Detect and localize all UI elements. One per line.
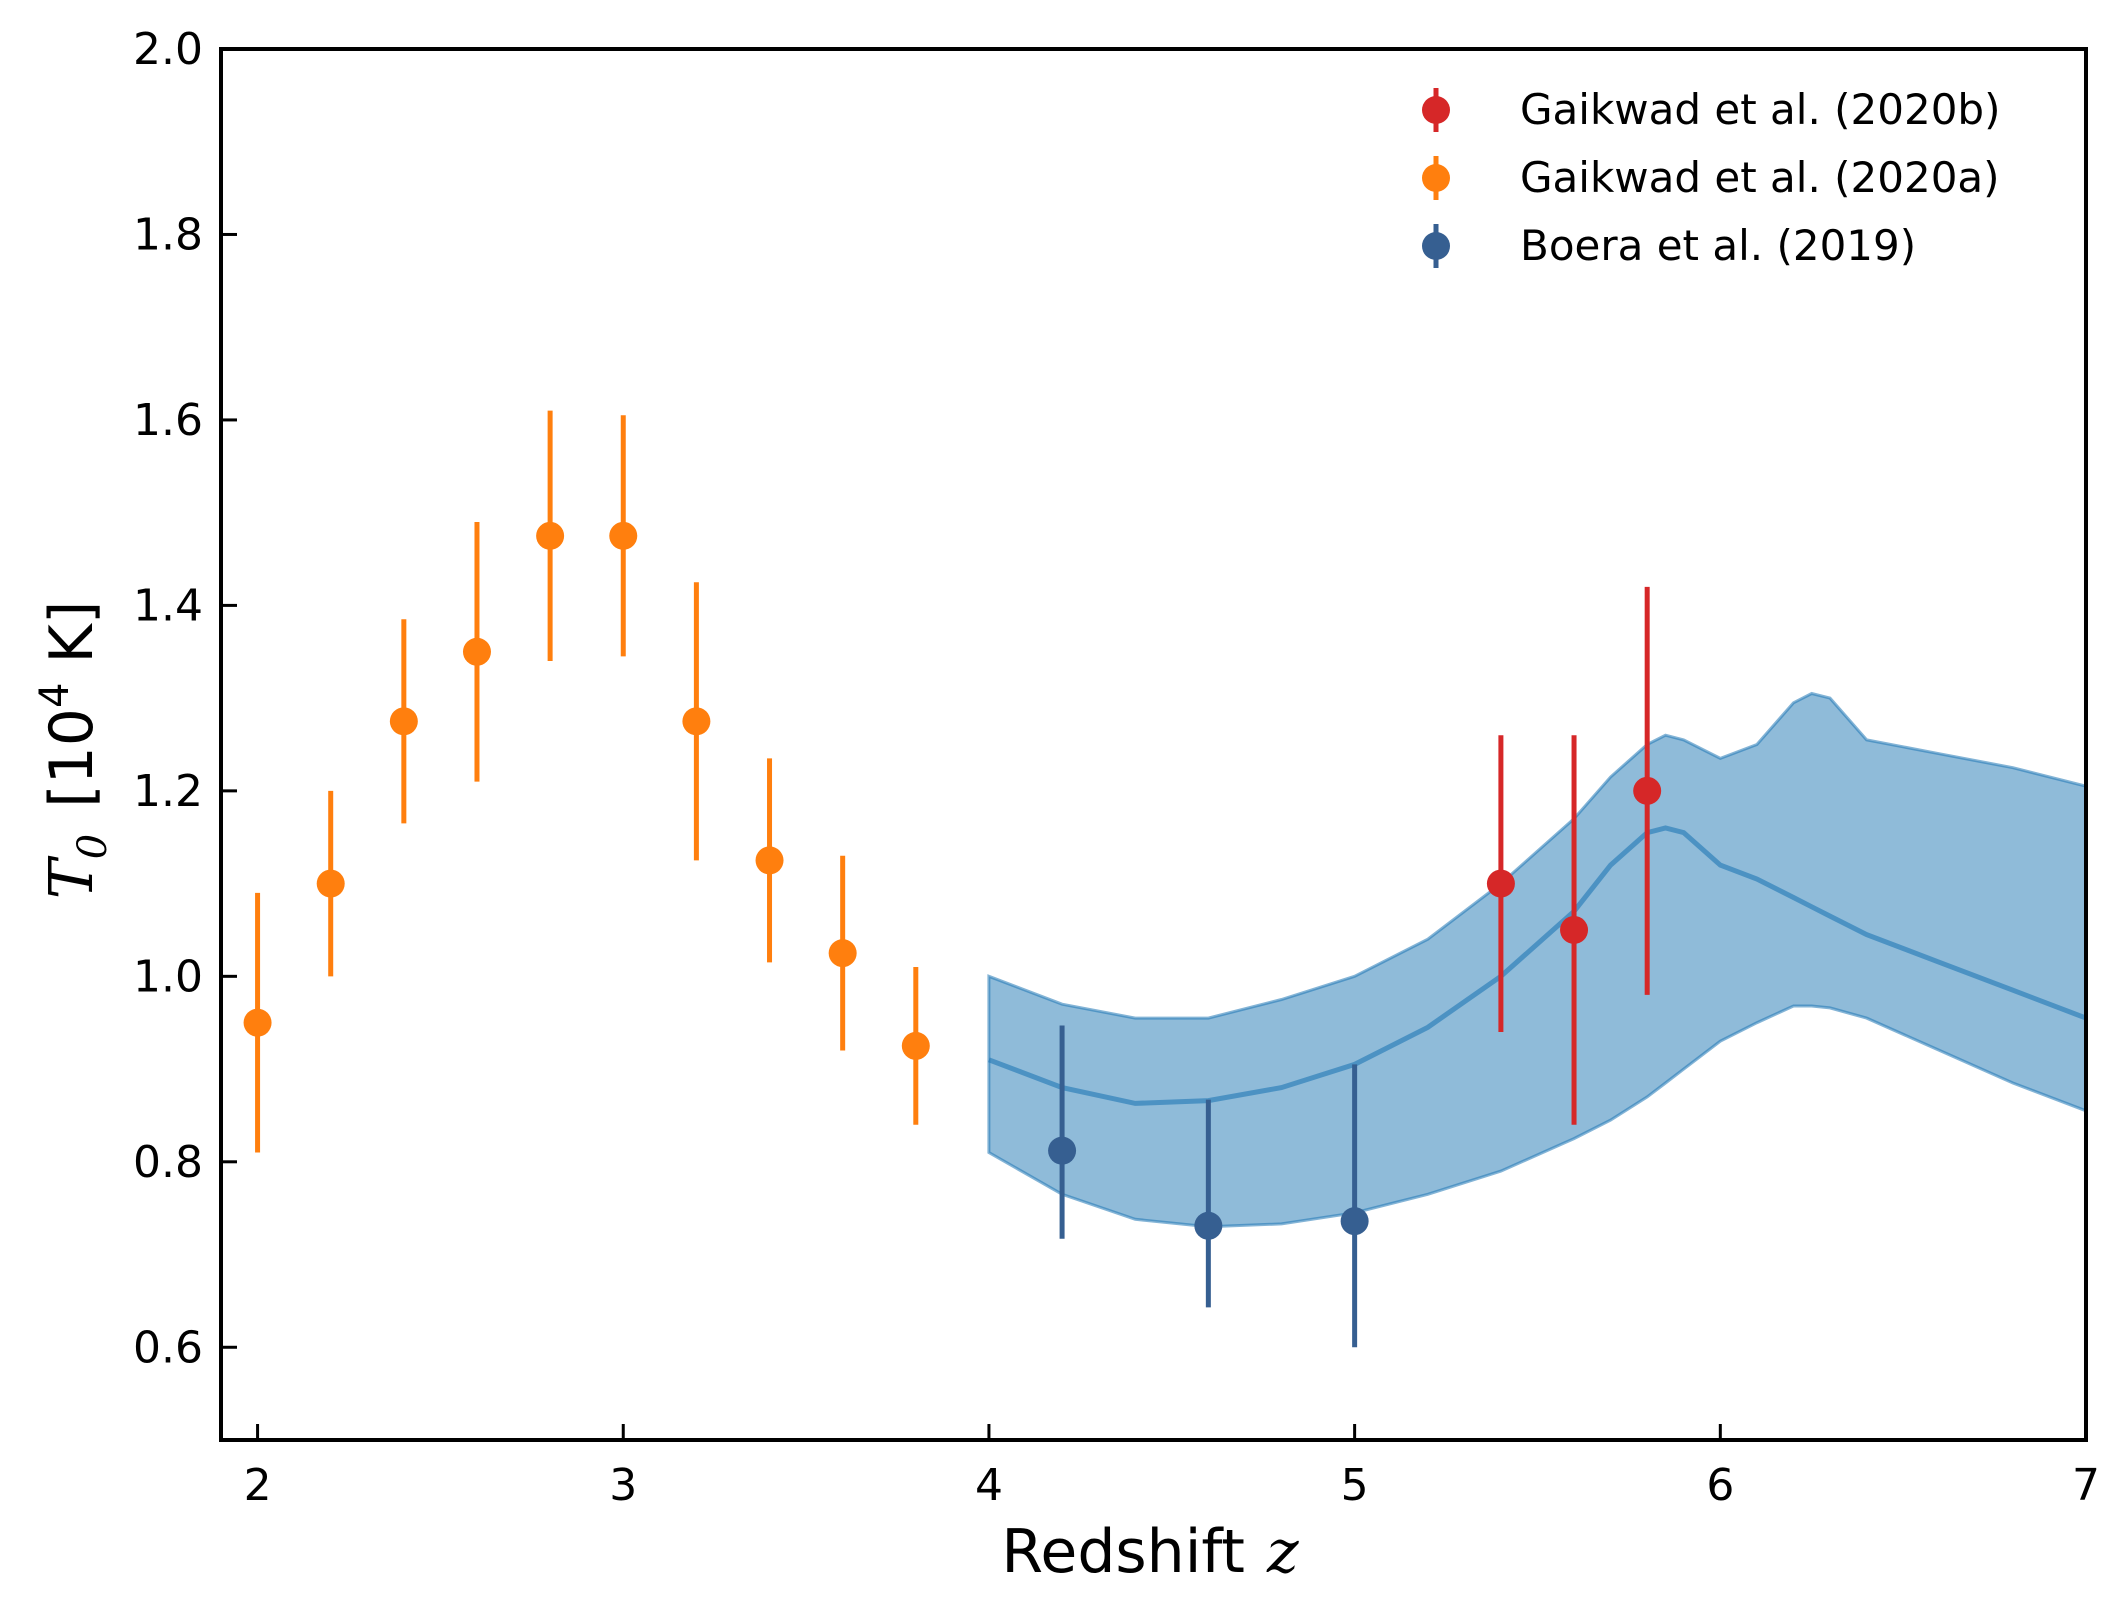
series-1 (243, 410, 930, 1153)
data-point (1194, 1211, 1223, 1240)
data-point (682, 707, 711, 736)
y-tick-label: 1.2 (133, 766, 203, 817)
x-tick-label: 3 (609, 1460, 637, 1511)
y-axis-title-variable: T (37, 855, 107, 899)
model-band-median-line (988, 825, 2087, 1106)
y-axis-title-unit-close: K] (37, 601, 107, 683)
model-band-layer (987, 691, 2088, 1229)
data-point (243, 1008, 272, 1037)
y-axis-title-subscript: 0 (70, 834, 116, 859)
data-point (828, 939, 857, 968)
series-2 (1048, 1025, 1369, 1348)
x-tick-label: 4 (975, 1460, 1003, 1511)
legend-marker (1422, 96, 1450, 124)
plot-frame (219, 47, 2088, 1442)
legend-label: Gaikwad et al. (2020a) (1520, 153, 2000, 202)
y-tick-label: 0.6 (133, 1322, 203, 1373)
y-tick-label: 1.8 (133, 209, 203, 260)
data-point (389, 707, 418, 736)
series-0 (1486, 586, 1662, 1125)
x-tick-label: 2 (244, 1460, 272, 1511)
y-axis-title: T0 [104 K] (32, 601, 116, 900)
model-band-area (987, 691, 2088, 1229)
x-tick-label: 6 (1706, 1460, 1734, 1511)
data-point (462, 637, 491, 666)
data-point (1486, 869, 1515, 898)
y-tick-label: 0.8 (133, 1137, 203, 1188)
data-point (316, 869, 345, 898)
x-tick-label: 5 (1341, 1460, 1369, 1511)
legend-label: Gaikwad et al. (2020b) (1520, 85, 2000, 134)
y-tick-label: 1.6 (133, 395, 203, 446)
x-axis-title: Redshift z (1001, 1517, 1299, 1587)
x-axis-title-text: Redshift (1001, 1517, 1245, 1587)
legend-marker (1422, 164, 1450, 192)
y-tick-label: 1.0 (133, 951, 203, 1002)
legend-marker (1422, 232, 1450, 260)
x-tick-label: 7 (2072, 1460, 2100, 1511)
legend-label: Boera et al. (2019) (1520, 221, 1916, 270)
data-point (536, 521, 565, 550)
y-tick-label: 1.4 (133, 580, 203, 631)
data-point (609, 521, 638, 550)
data-point (755, 846, 784, 875)
data-point (1633, 776, 1662, 805)
y-tick-label: 2.0 (133, 24, 203, 75)
y-axis-title-unit-exponent: 4 (32, 683, 78, 708)
axes-layer: 2 3 4 5 6 7 0.6 0.8 1.0 1.2 1.4 1.6 1.8 2.0 (133, 24, 2100, 1511)
legend: Gaikwad et al. (2020b) Gaikwad et al. (20… (1422, 85, 2000, 270)
data-point (1340, 1207, 1369, 1236)
data-point (901, 1031, 930, 1060)
data-point (1560, 915, 1589, 944)
y-axis-title-unit-open: [10 (37, 708, 107, 808)
data-point (1048, 1136, 1077, 1165)
data-points-layer (243, 410, 1662, 1348)
x-axis-title-variable: z (1266, 1517, 1299, 1587)
